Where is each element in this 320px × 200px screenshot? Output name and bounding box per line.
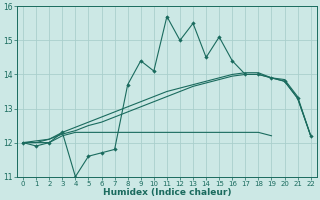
X-axis label: Humidex (Indice chaleur): Humidex (Indice chaleur) (103, 188, 231, 197)
